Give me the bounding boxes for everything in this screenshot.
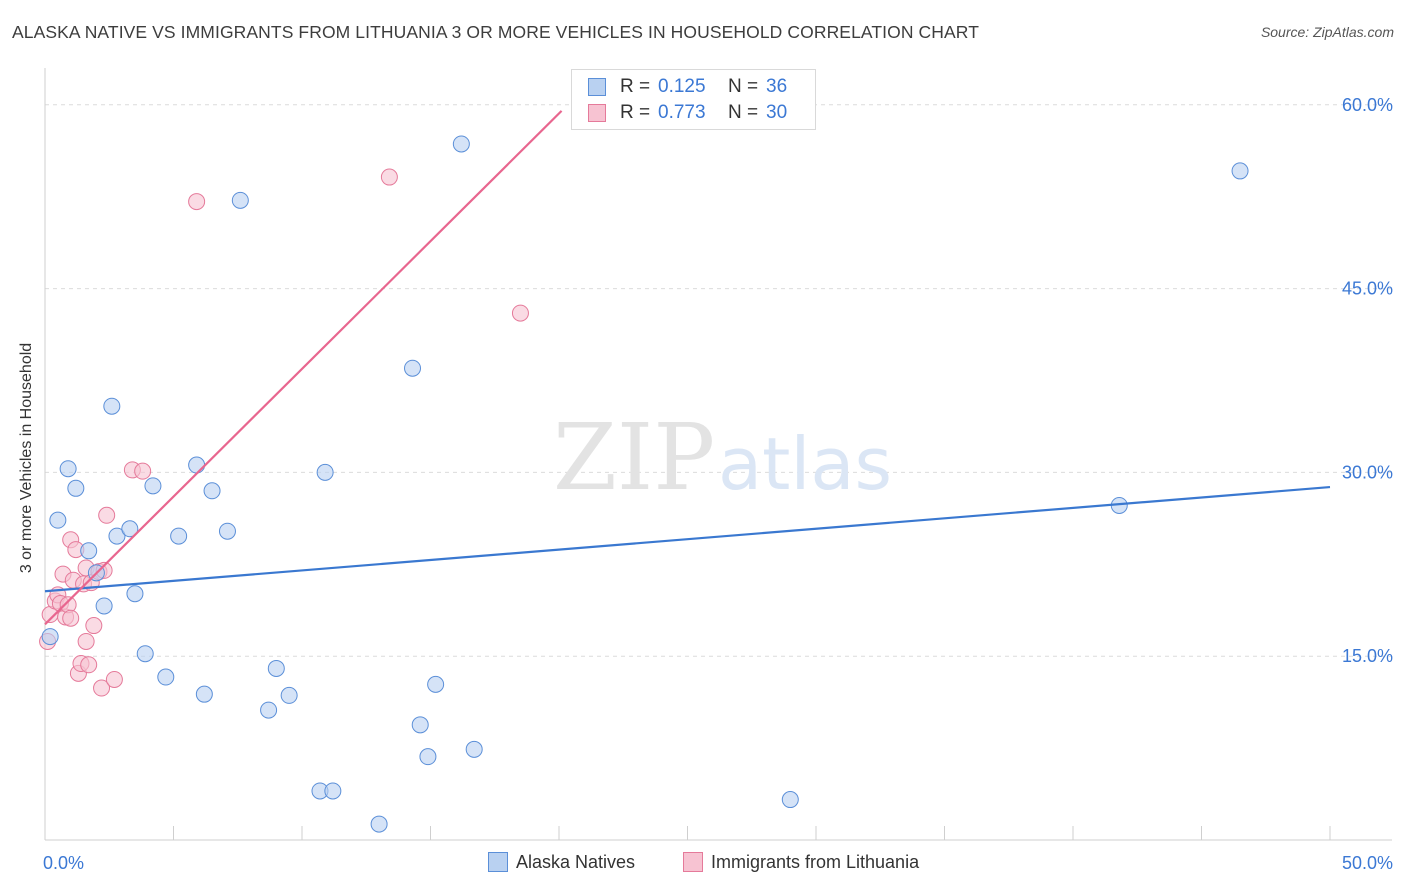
point-alaska-native	[465, 740, 483, 758]
point-alaska-native	[80, 542, 98, 560]
y-tick-label: 15.0%	[1342, 646, 1393, 666]
point-lithuania	[80, 656, 98, 674]
point-lithuania	[62, 609, 80, 627]
point-alaska-native	[170, 527, 188, 545]
point-lithuania	[134, 462, 152, 480]
point-alaska-native	[121, 520, 139, 538]
point-alaska-native	[427, 675, 445, 693]
x-tick-label: 50.0%	[1342, 853, 1393, 873]
trendline-lithuania	[44, 110, 563, 626]
points-layer	[39, 135, 1249, 833]
point-alaska-native	[157, 668, 175, 686]
bottom-legend-swatch-lithuania	[683, 852, 703, 872]
point-lithuania	[105, 670, 123, 688]
point-alaska-native	[195, 685, 213, 703]
watermark: ZIP atlas	[553, 404, 892, 511]
point-alaska-native	[324, 782, 342, 800]
y-axis-label: 3 or more Vehicles in Household	[18, 342, 35, 574]
point-alaska-native	[411, 716, 429, 734]
point-lithuania	[77, 632, 95, 650]
legend-swatch-alaska	[588, 78, 606, 96]
correlation-legend: R = 0.125 N = 36 R = 0.773 N = 30	[571, 69, 816, 130]
trendline-alaska-native	[44, 485, 1331, 593]
point-alaska-native	[95, 597, 113, 615]
legend-n-value-lithuania: 30	[766, 102, 788, 123]
legend-n-label: N =	[728, 102, 759, 123]
point-alaska-native	[144, 477, 162, 495]
bottom-legend-swatch-alaska	[488, 852, 508, 872]
bottom-legend-alaska[interactable]: Alaska Natives	[488, 852, 635, 873]
point-alaska-native	[41, 628, 59, 646]
legend-r-value-lithuania: 0.773	[658, 102, 706, 123]
chart-title: ALASKA NATIVE VS IMMIGRANTS FROM LITHUAN…	[12, 22, 980, 42]
trend-layer	[44, 110, 1331, 626]
legend-n-label: N =	[728, 76, 759, 97]
legend-r-value-alaska: 0.125	[658, 76, 706, 97]
bottom-legend-label-lithuania: Immigrants from Lithuania	[711, 852, 920, 872]
point-alaska-native	[59, 460, 77, 478]
point-alaska-native	[316, 463, 334, 481]
y-tick-label: 30.0%	[1342, 462, 1393, 482]
point-alaska-native	[103, 397, 121, 415]
bottom-legend-lithuania[interactable]: Immigrants from Lithuania	[683, 852, 919, 873]
point-lithuania	[511, 304, 529, 322]
point-alaska-native	[404, 359, 422, 377]
point-alaska-native	[419, 748, 437, 766]
point-alaska-native	[1231, 162, 1249, 180]
watermark-zip: ZIP	[553, 404, 715, 511]
point-alaska-native	[67, 479, 85, 497]
point-alaska-native	[452, 135, 470, 153]
point-alaska-native	[218, 522, 236, 540]
source-label: Source: ZipAtlas.com	[1260, 24, 1394, 40]
grid-layer	[45, 104, 1392, 657]
point-alaska-native	[136, 645, 154, 663]
point-alaska-native	[260, 701, 278, 719]
point-lithuania	[85, 617, 103, 635]
bottom-legend-label-alaska: Alaska Natives	[516, 852, 636, 872]
legend-n-value-alaska: 36	[766, 76, 788, 97]
point-alaska-native	[280, 686, 298, 704]
legend-r-label: R =	[620, 102, 651, 123]
point-lithuania	[188, 193, 206, 211]
point-alaska-native	[267, 659, 285, 677]
point-alaska-native	[126, 585, 144, 603]
point-lithuania	[380, 168, 398, 186]
legend-r-label: R =	[620, 76, 651, 97]
point-lithuania	[93, 679, 111, 697]
point-alaska-native	[203, 482, 221, 500]
point-lithuania	[98, 506, 116, 524]
x-tick-label: 0.0%	[43, 853, 84, 873]
axis-layer	[44, 68, 1392, 841]
point-alaska-native	[108, 527, 126, 545]
point-alaska-native	[781, 791, 799, 809]
point-alaska-native	[188, 456, 206, 474]
watermark-atlas: atlas	[718, 422, 892, 506]
point-alaska-native	[49, 511, 67, 529]
point-alaska-native	[231, 191, 249, 209]
ticklabel-layer: 15.0% 30.0% 45.0% 60.0% 0.0% 50.0%	[43, 95, 1393, 873]
y-tick-label: 45.0%	[1342, 279, 1393, 299]
legend-swatch-lithuania	[588, 104, 606, 122]
y-tick-label: 60.0%	[1342, 95, 1393, 115]
point-alaska-native	[370, 815, 388, 833]
